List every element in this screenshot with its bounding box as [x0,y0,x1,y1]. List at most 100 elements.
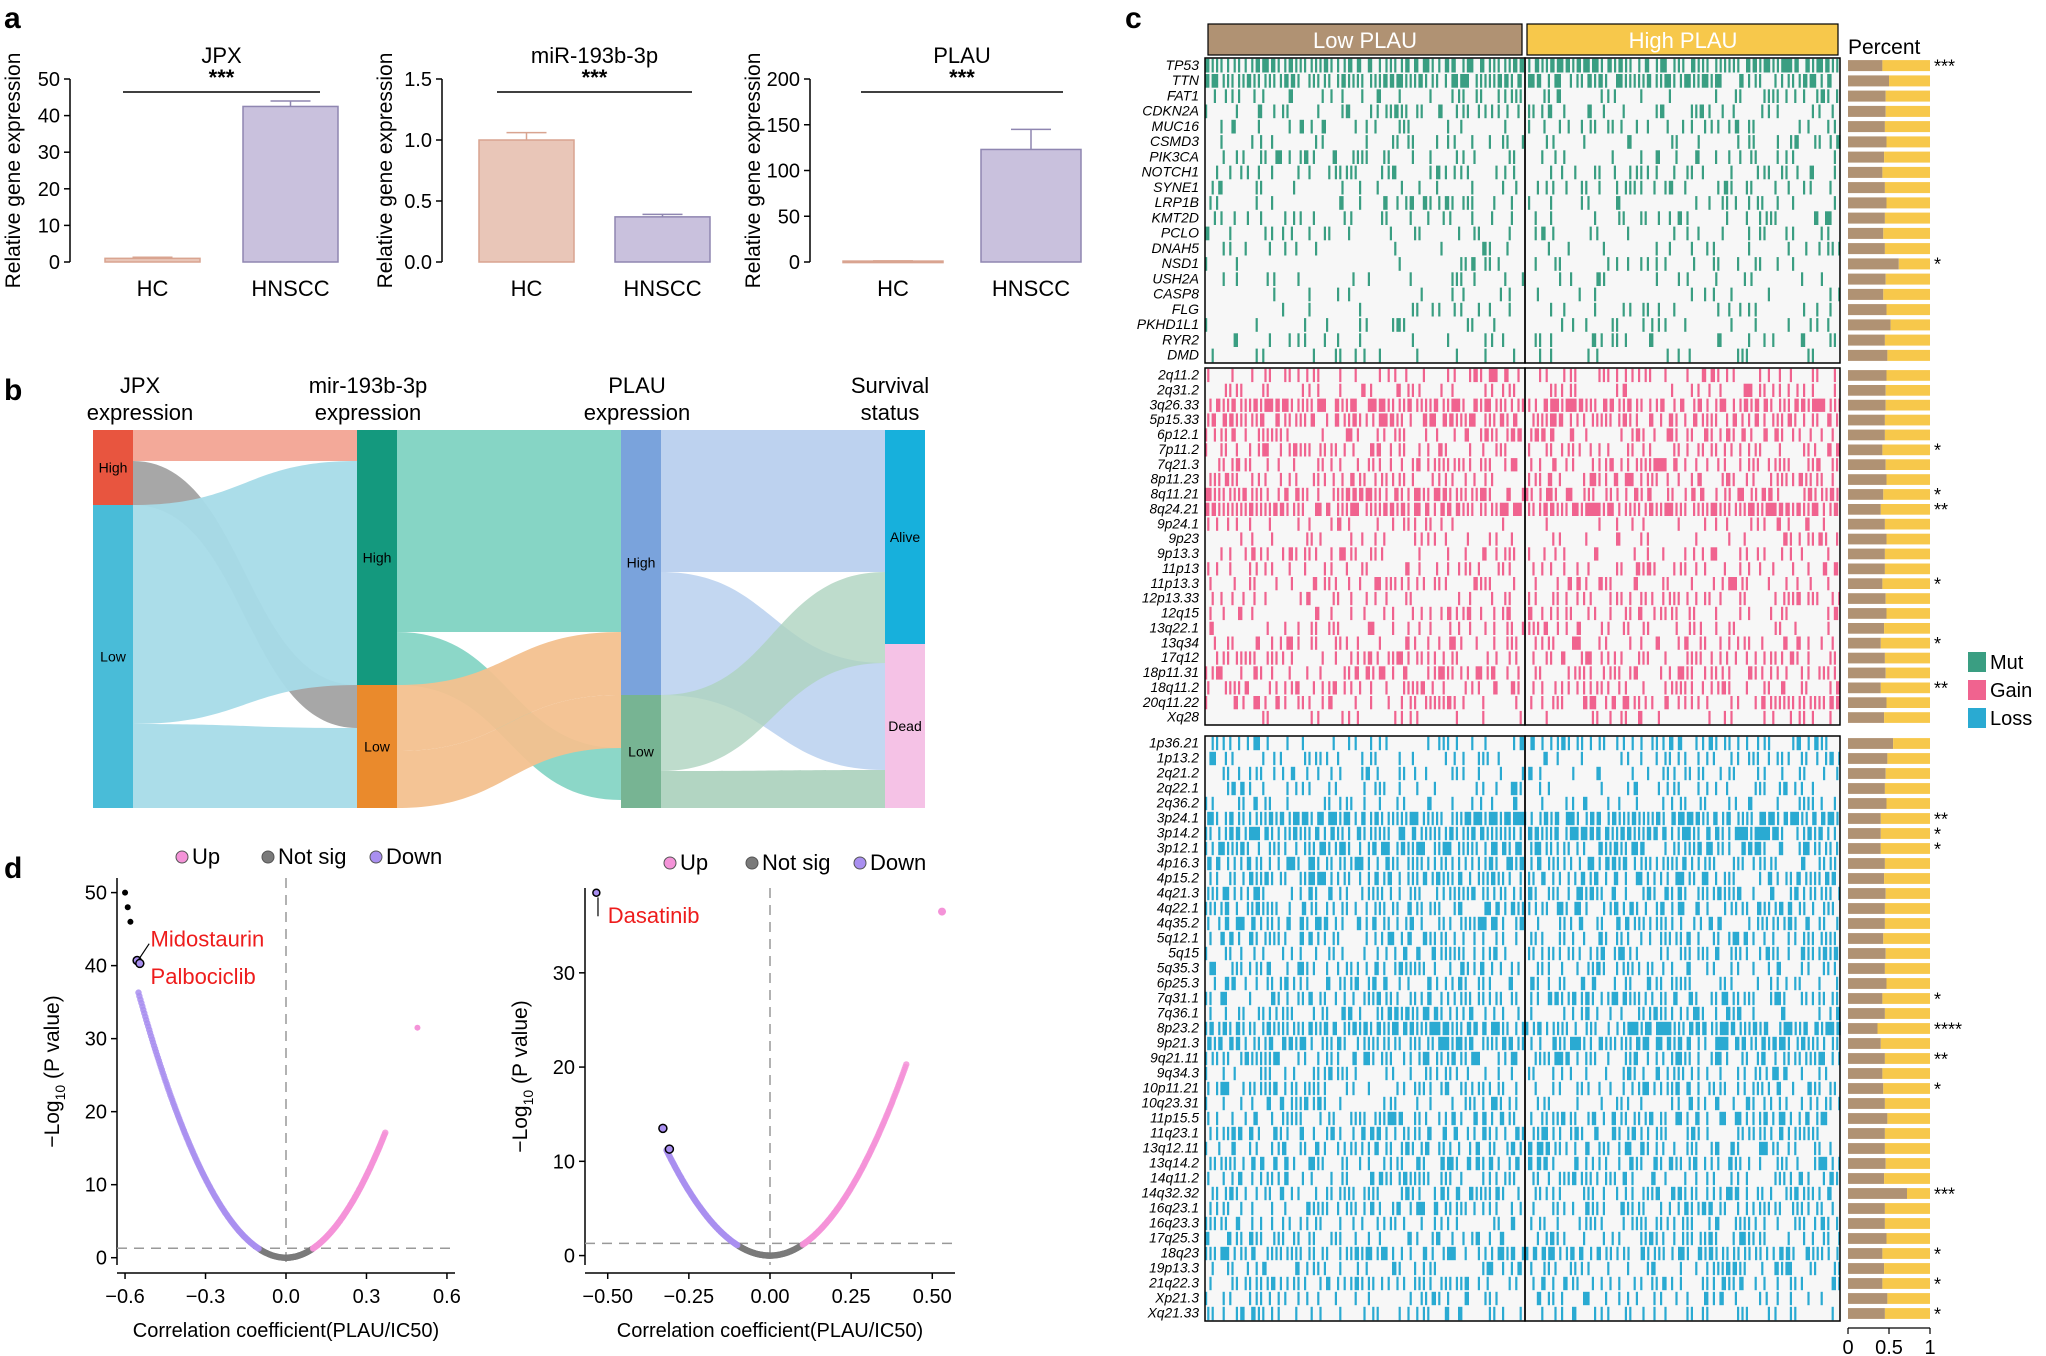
cell [1530,991,1533,1006]
cell [1552,886,1555,901]
cell [1822,991,1825,1006]
cell [1719,383,1722,397]
cell [1642,916,1645,931]
cell [1554,547,1557,561]
cell [1414,58,1419,73]
cell [1418,1081,1421,1096]
cell [1666,946,1669,961]
cell [1438,458,1441,472]
cell [1561,961,1564,976]
cell [1728,577,1737,591]
row-label: SYNE1 [1153,179,1199,195]
cell [1836,696,1841,710]
cell [1761,666,1764,680]
cell [1277,931,1280,946]
cell [1550,348,1553,363]
cell [1671,976,1674,991]
cell [1429,696,1432,710]
cell [1231,74,1234,88]
cell [1339,976,1342,991]
cell [1794,1051,1797,1066]
cell [1297,1051,1300,1066]
cell [1279,636,1282,650]
cell [1640,180,1643,195]
cell [1414,766,1417,781]
cell [1359,681,1362,695]
cell [1554,991,1559,1006]
cell [1249,398,1252,412]
cell [1207,811,1214,826]
cell [1622,398,1625,412]
cell [1634,487,1639,502]
cell [1734,826,1748,841]
cell [1337,287,1340,302]
cell [1829,302,1832,317]
cell [1370,736,1373,751]
node-jpx-low [93,505,133,808]
cell [1471,487,1474,502]
cell [1783,991,1786,1006]
cell [1438,472,1441,487]
cell [1231,368,1234,383]
cell [1671,796,1674,811]
cell [1205,946,1208,961]
cell [1625,1036,1628,1051]
cell [1556,89,1561,103]
percent-bar-high [1885,459,1930,470]
cell [1697,398,1702,412]
cell [1574,1126,1579,1141]
cell [1211,1051,1214,1066]
cell [1585,318,1588,332]
cell [1310,58,1313,73]
cell [1433,826,1436,841]
cell [1264,931,1267,946]
cell [1726,211,1729,225]
cell [1398,871,1401,886]
cell [1715,74,1722,88]
cell [1510,89,1513,103]
cell [1284,931,1287,946]
cell [1308,751,1311,766]
cell [1396,916,1399,931]
cell [1662,796,1665,811]
cell [1594,302,1597,317]
cell [1249,1141,1252,1156]
cell [1567,736,1570,751]
cell [1473,398,1478,412]
cell [1480,58,1485,73]
cell [1345,1201,1348,1216]
cell [1411,150,1414,164]
cell [1420,856,1423,871]
cell [1416,302,1419,317]
cell [1266,916,1269,931]
cell [1330,1051,1333,1066]
cell [1271,1171,1274,1186]
cell [1750,826,1753,841]
cell [1664,916,1667,931]
cell [1383,916,1386,931]
cell [1411,472,1414,487]
significance-stars: * [1934,441,1941,461]
flow-plauhigh-alive [661,430,885,572]
cell [1513,826,1516,841]
cell [1304,1081,1307,1096]
cell [1690,696,1693,710]
cell [1238,1006,1241,1021]
cell [1662,1051,1665,1066]
cell [1611,119,1614,134]
percent-bar-high [1884,121,1930,133]
cell [1354,1066,1357,1081]
cell [1389,991,1392,1006]
cell [1484,348,1487,363]
cell [1308,856,1315,871]
cell [1717,333,1722,347]
cell [1286,736,1289,751]
percent-bar-high [1886,474,1930,485]
cell [1284,211,1287,225]
cell [1515,651,1518,665]
cell [1679,1156,1682,1171]
cell [1504,826,1507,841]
cell [1513,886,1516,901]
cell [1789,871,1792,886]
cell [1290,226,1293,241]
